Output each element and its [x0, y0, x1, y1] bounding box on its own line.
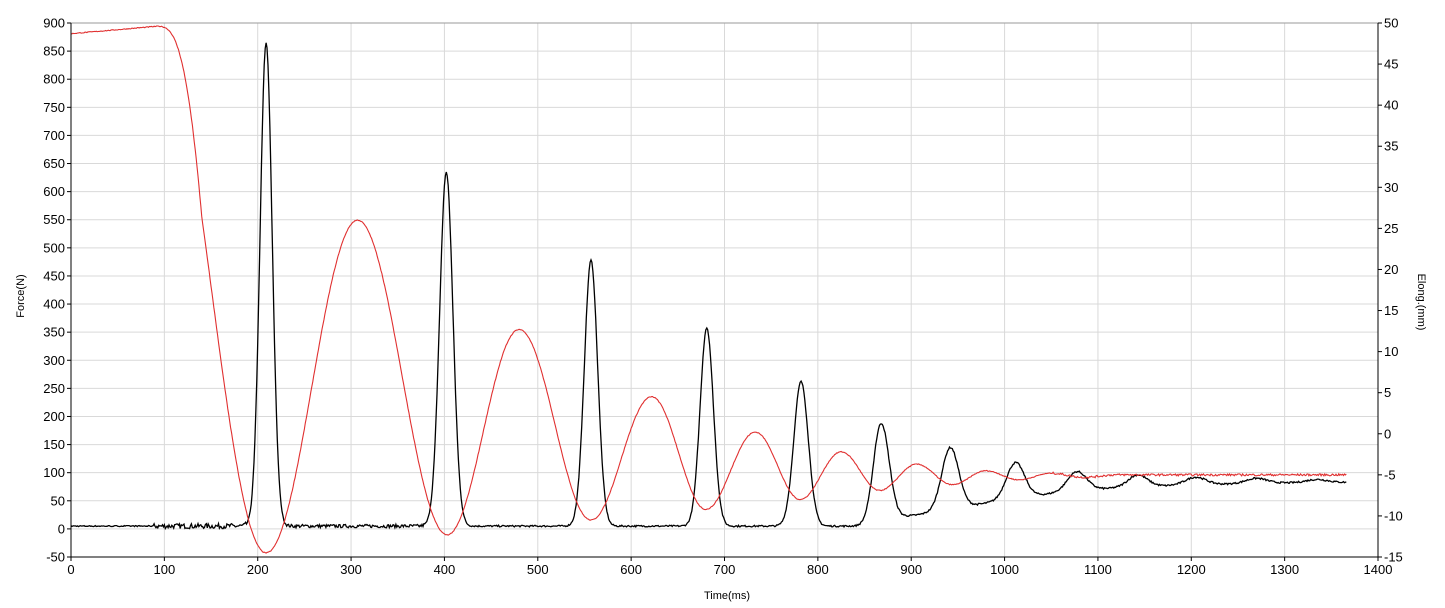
y2-axis-title: Elong.(mm)	[1415, 274, 1427, 331]
y-tick-label: 850	[43, 44, 65, 59]
y2-tick-label: -10	[1384, 508, 1403, 523]
y-tick-label: 0	[58, 521, 65, 536]
x-tick-label: 800	[807, 562, 829, 577]
y2-tick-label: 50	[1384, 16, 1398, 31]
y-tick-label: 750	[43, 100, 65, 115]
y2-tick-label: 20	[1384, 262, 1398, 277]
axes	[67, 22, 1382, 561]
x-tick-label: 0	[67, 562, 74, 577]
x-tick-label: 400	[434, 562, 456, 577]
x-tick-label: 200	[247, 562, 269, 577]
y-tick-label: 200	[43, 409, 65, 424]
y-tick-label: 50	[51, 493, 65, 508]
y-tick-label: 650	[43, 156, 65, 171]
y2-tick-label: -15	[1384, 550, 1403, 565]
y-tick-label: 250	[43, 381, 65, 396]
y2-tick-label: 30	[1384, 180, 1398, 195]
y-tick-label: 400	[43, 297, 65, 312]
y2-tick-label: 45	[1384, 57, 1398, 72]
y-tick-label: 550	[43, 212, 65, 227]
y2-tick-label: 15	[1384, 303, 1398, 318]
y-tick-label: 150	[43, 437, 65, 452]
y-tick-label: 900	[43, 16, 65, 31]
y2-tick-label: 25	[1384, 221, 1398, 236]
y-tick-label: 700	[43, 128, 65, 143]
y-tick-label: -50	[46, 550, 65, 565]
y2-tick-label: 5	[1384, 385, 1391, 400]
y2-tick-label: -5	[1384, 467, 1396, 482]
x-axis-title: Time(ms)	[704, 590, 750, 602]
x-tick-label: 1100	[1084, 562, 1112, 577]
elongation-series-line	[70, 25, 1347, 554]
y-tick-label: 350	[43, 325, 65, 340]
y-tick-label: 800	[43, 72, 65, 87]
x-tick-label: 1200	[1177, 562, 1206, 577]
x-tick-label: 1400	[1364, 562, 1393, 577]
y-tick-label: 500	[43, 240, 65, 255]
x-tick-label: 700	[714, 562, 736, 577]
y-axis-title: Force(N)	[15, 274, 27, 317]
grid-lines	[70, 22, 1379, 558]
x-tick-label: 100	[154, 562, 176, 577]
y-tick-label: 450	[43, 268, 65, 283]
y2-tick-label: 0	[1384, 426, 1391, 441]
series-layer	[70, 25, 1347, 554]
x-tick-label: 900	[900, 562, 922, 577]
y-tick-label: 600	[43, 184, 65, 199]
x-tick-label: 600	[620, 562, 642, 577]
tick-labels: 0 100 200 300 400 500 600 700 800 900 1000 1100 1200…	[43, 16, 1403, 578]
y-tick-label: 300	[43, 353, 65, 368]
x-tick-label: 1300	[1270, 562, 1299, 577]
y2-tick-label: 40	[1384, 98, 1398, 113]
x-tick-label: 1000	[990, 562, 1019, 577]
x-tick-label: 500	[527, 562, 549, 577]
y2-tick-label: 35	[1384, 139, 1398, 154]
y-tick-label: 100	[43, 465, 65, 480]
y2-tick-label: 10	[1384, 344, 1398, 359]
x-tick-label: 300	[340, 562, 362, 577]
force-series-line	[70, 42, 1347, 531]
